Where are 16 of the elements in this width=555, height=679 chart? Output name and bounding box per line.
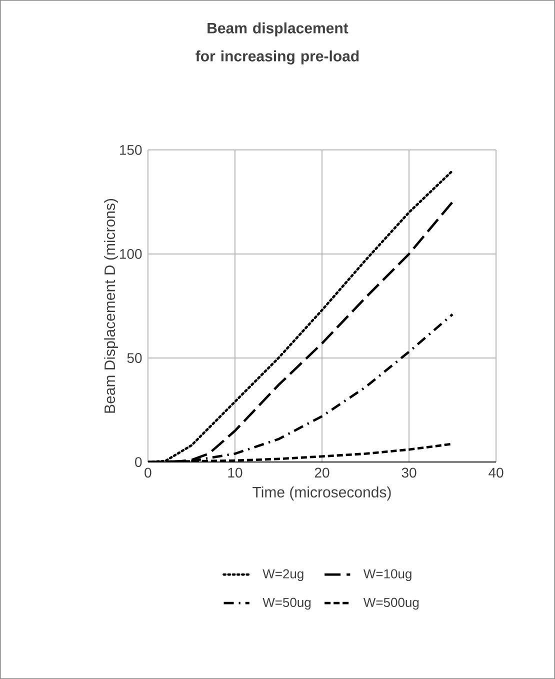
legend-label: W=2ug — [262, 569, 304, 582]
x-tick-label: 40 — [488, 468, 504, 478]
legend-label: W=500ug — [363, 598, 419, 610]
x-tick-label: 20 — [314, 468, 330, 478]
legend-label: W=10ug — [363, 569, 412, 582]
x-axis-title: Time (microseconds) — [252, 486, 391, 500]
legend-label: W=50ug — [262, 598, 311, 610]
y-tick-label: 50 — [127, 353, 142, 363]
y-tick-label: 0 — [135, 457, 142, 467]
y-axis-title: Beam Displacement D (microns) — [104, 198, 118, 413]
y-tick-label: 100 — [120, 249, 142, 259]
x-tick-label: 30 — [402, 468, 416, 478]
x-tick-label: 0 — [144, 468, 152, 478]
y-tick-label: 150 — [120, 144, 142, 155]
x-tick-label: 10 — [228, 468, 242, 478]
chart-title: Beam displacement for increasing pre-load — [196, 22, 359, 64]
